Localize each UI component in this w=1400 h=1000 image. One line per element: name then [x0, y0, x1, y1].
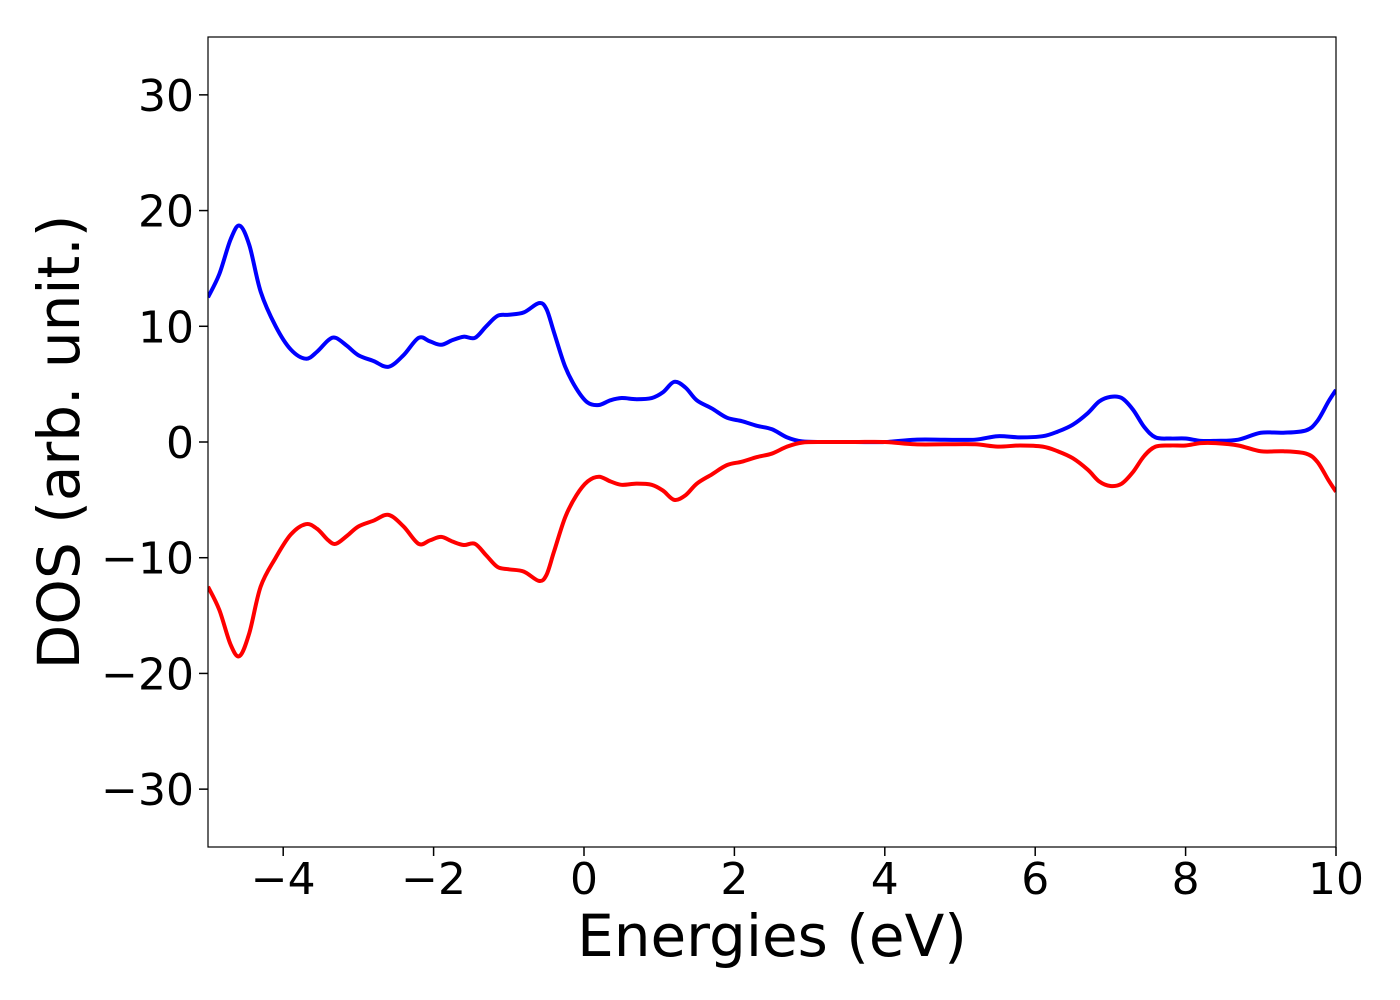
x-axis: −4 −2 0 2 4 6 8 10	[251, 847, 1364, 905]
x-tick-label: −2	[401, 854, 466, 905]
x-tick-label: 6	[1021, 854, 1049, 905]
y-axis-label: DOS (arb. unit.)	[25, 215, 93, 670]
y-tick-label: −10	[101, 534, 194, 585]
y-tick-label: 0	[166, 418, 194, 469]
y-tick-label: −30	[101, 765, 194, 816]
x-tick-label: 0	[570, 854, 598, 905]
y-tick-label: 20	[138, 187, 194, 238]
x-tick-label: 2	[720, 854, 748, 905]
y-tick-label: 10	[138, 302, 194, 353]
plot-frame	[207, 36, 1337, 848]
x-tick-label: −4	[251, 854, 316, 905]
y-tick-label: −20	[101, 649, 194, 700]
x-axis-label: Energies (eV)	[577, 902, 967, 970]
y-axis: 30 20 10 0 −10 −20 −30	[101, 71, 208, 816]
series-line-1	[208, 223, 1336, 445]
series-line-2	[208, 439, 1336, 659]
plot-area	[208, 223, 1336, 659]
y-tick-label: 30	[138, 71, 194, 122]
x-tick-label: 10	[1308, 854, 1364, 905]
x-tick-label: 4	[871, 854, 899, 905]
x-tick-label: 8	[1172, 854, 1200, 905]
